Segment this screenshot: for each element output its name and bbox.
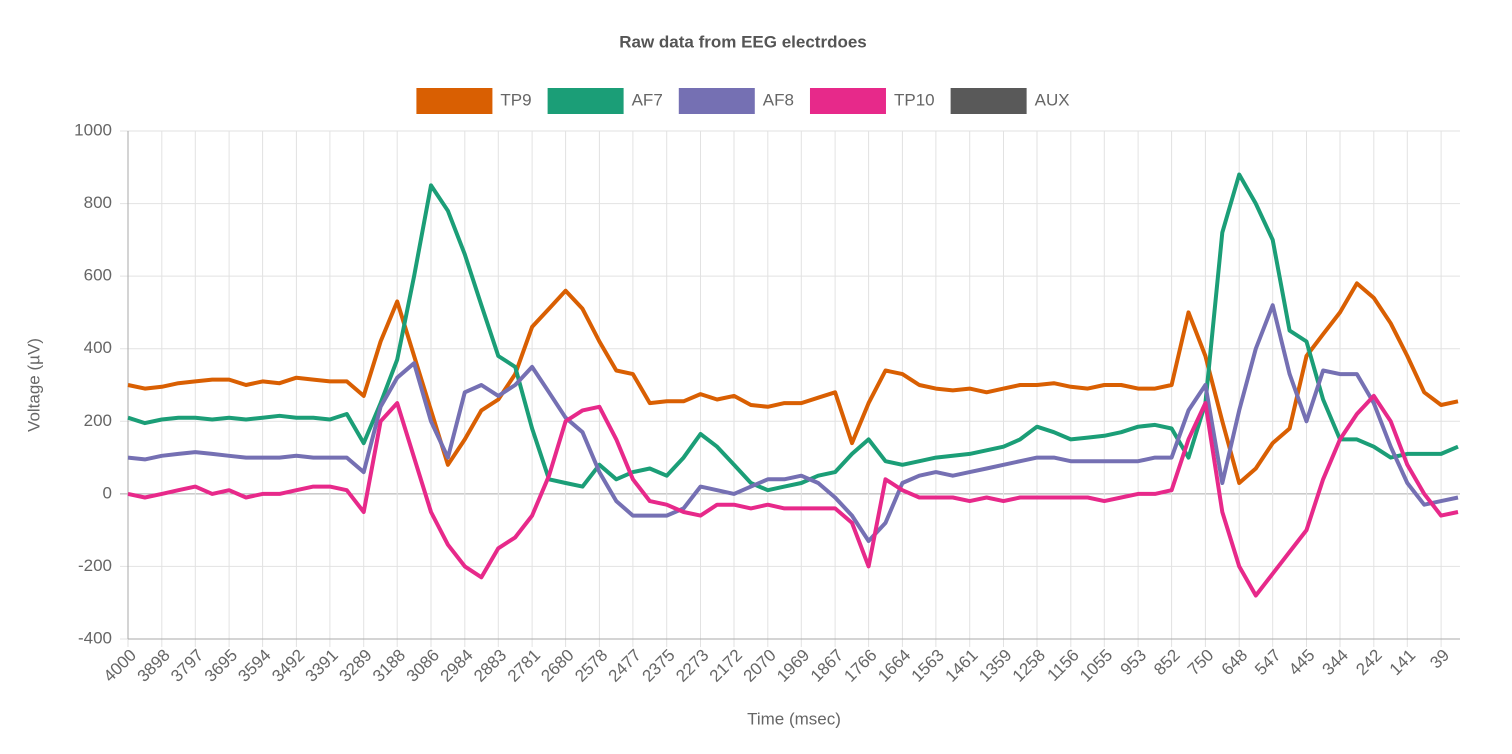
legend-label: AF7	[632, 90, 663, 109]
legend-label: AF8	[763, 90, 794, 109]
x-tick-label: 547	[1251, 646, 1284, 679]
legend-label: AUX	[1035, 90, 1070, 109]
y-tick-label: -200	[78, 556, 112, 575]
legend-label: TP10	[894, 90, 935, 109]
x-tick-label: 852	[1150, 646, 1183, 679]
x-tick-label: 445	[1285, 646, 1318, 679]
x-tick-label: 1766	[840, 646, 880, 686]
y-tick-label: 800	[84, 193, 112, 212]
legend-label: TP9	[500, 90, 531, 109]
x-tick-label: 2273	[672, 646, 712, 686]
x-tick-label: 2477	[605, 646, 645, 686]
x-tick-label: 1664	[874, 646, 914, 686]
x-tick-label: 953	[1117, 646, 1150, 679]
x-tick-label: 2070	[740, 646, 780, 686]
y-tick-label: -400	[78, 628, 112, 647]
y-tick-label: 1000	[74, 120, 112, 139]
x-tick-label: 3289	[336, 646, 376, 686]
x-tick-label: 2984	[437, 646, 477, 686]
x-tick-label: 3391	[302, 646, 342, 686]
y-axis-title: Voltage (µV)	[24, 338, 43, 432]
x-tick-label: 1563	[908, 646, 948, 686]
x-tick-label: 1156	[1044, 646, 1083, 685]
x-tick-label: 3695	[201, 646, 241, 686]
x-tick-label: 4000	[100, 646, 140, 686]
legend-swatch	[678, 88, 755, 114]
x-tick-label: 344	[1318, 646, 1351, 679]
x-tick-label: 3492	[268, 646, 308, 686]
x-tick-label: 2375	[639, 646, 679, 686]
legend-swatch	[547, 88, 624, 114]
x-tick-label: 141	[1386, 646, 1419, 679]
x-tick-label: 1969	[773, 646, 813, 686]
x-tick-label: 2883	[470, 646, 510, 686]
x-tick-label: 1461	[942, 646, 982, 686]
x-tick-label: 750	[1184, 646, 1217, 679]
x-tick-label: 1258	[1009, 646, 1049, 686]
legend-swatch	[950, 88, 1027, 114]
x-tick-label: 242	[1352, 646, 1385, 679]
series-line	[127, 393, 1459, 598]
x-tick-label: 2172	[706, 646, 746, 686]
x-tick-label: 648	[1218, 646, 1251, 679]
y-tick-label: 400	[84, 338, 112, 357]
series-line	[127, 172, 1459, 493]
legend: TP9 AF7 AF8 TP10 AUX	[416, 88, 1070, 114]
series-line	[127, 303, 1459, 543]
x-tick-label: 3188	[369, 646, 409, 686]
x-tick-label: 3898	[134, 646, 174, 686]
x-tick-label: 3086	[403, 646, 443, 686]
x-tick-label: 1867	[807, 646, 847, 686]
x-tick-label: 2578	[571, 646, 611, 686]
x-tick-label: 2680	[537, 646, 577, 686]
x-tick-label: 3594	[234, 646, 274, 686]
legend-swatch	[809, 88, 886, 114]
x-tick-label: 1055	[1076, 646, 1116, 686]
x-tick-label: 1359	[975, 646, 1015, 686]
y-tick-label: 0	[103, 483, 112, 502]
series-line	[127, 281, 1459, 485]
y-tick-label: 600	[84, 266, 112, 285]
x-axis-title: Time (msec)	[747, 709, 841, 728]
x-tick-label: 39	[1426, 646, 1453, 673]
y-tick-label: 200	[84, 411, 112, 430]
x-tick-label: 3797	[167, 646, 207, 686]
legend-swatch	[416, 88, 493, 114]
chart-title: Raw data from EEG electrdoes	[619, 32, 867, 51]
grid	[120, 130, 1460, 647]
x-tick-label: 2781	[504, 646, 544, 686]
